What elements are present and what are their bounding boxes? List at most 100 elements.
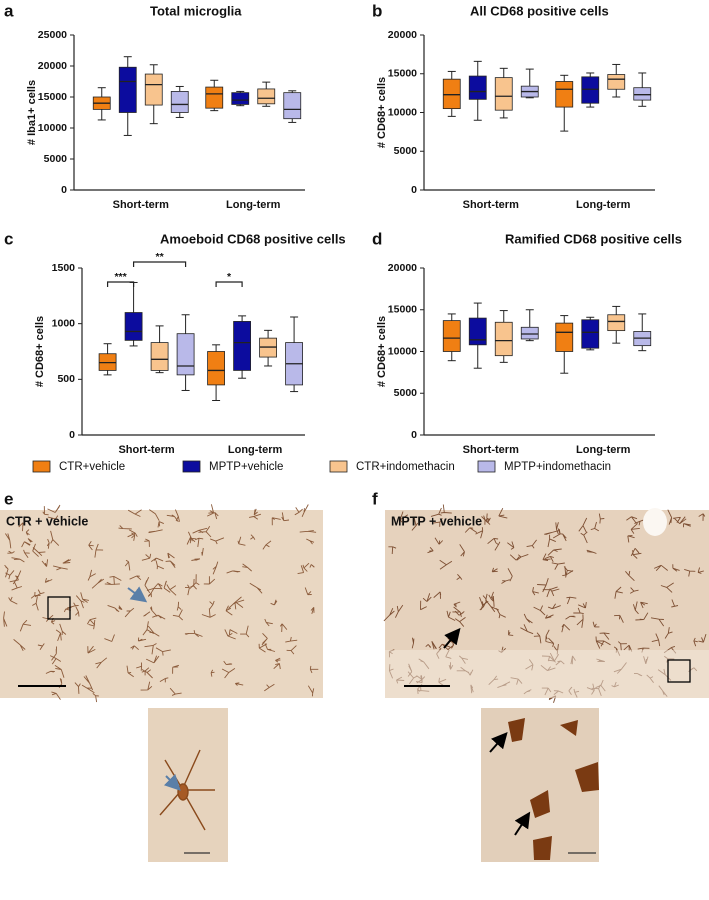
cell [635,612,649,621]
cell [279,623,288,633]
chart-title: Total microglia [150,3,242,18]
cell [258,643,268,653]
box [205,86,224,109]
significance-label: *** [114,271,127,283]
box [555,81,574,108]
cell [286,645,297,655]
cell [516,553,529,561]
box-group [92,79,224,121]
cell [411,517,419,531]
cell [660,582,674,593]
cell [47,504,61,513]
chart-title: All CD68 positive cells [470,3,609,18]
box [257,88,276,105]
cell [21,541,31,548]
cell [23,549,30,559]
cell [193,630,203,638]
cell [486,513,491,521]
cell [491,567,498,573]
cell [155,647,171,656]
cell [483,515,491,525]
cell [142,621,155,636]
y-tick-label: 10000 [388,106,417,118]
box [283,92,302,120]
legend-label: CTR+indomethacin [356,461,455,473]
panel-label: c [4,229,13,248]
cell [163,580,171,593]
cell [157,521,164,528]
cell [127,509,142,517]
cell [475,527,484,539]
y-axis-label: # CD68+ cells [376,316,388,387]
cell [13,639,26,652]
cell [297,565,305,575]
cell [81,684,95,694]
cell [52,565,68,571]
cell [627,535,635,543]
panel-label: e [4,489,13,508]
y-axis-label: # Iba1+ cells [26,80,38,145]
cell [592,621,600,628]
cell [5,570,15,580]
cell [434,537,444,545]
cell [650,617,665,627]
cell [537,578,549,593]
cell [596,640,611,647]
cell [195,537,204,547]
cell [88,619,96,630]
cell [88,541,94,551]
cell [186,536,193,545]
cell [5,533,12,549]
cell [165,560,176,568]
box-group [150,325,277,374]
cell [684,568,696,577]
cell [149,606,158,617]
cell [118,605,123,611]
box-group [520,68,652,107]
cell [498,507,508,519]
significance-bracket [106,281,135,287]
cell [683,523,691,528]
cell [55,629,62,642]
box-group [98,343,225,401]
micrograph-texture [383,504,709,703]
cell [109,575,122,585]
cell [232,599,245,608]
cell [201,608,216,618]
cell [654,564,668,572]
cell [137,637,147,642]
box [124,312,143,341]
chart: b All CD68 positive cells # CD68+ cells 0 50… [372,1,655,211]
box-group [468,60,600,121]
y-tick-label: 0 [411,184,417,196]
cell [479,597,489,610]
cell [19,619,32,632]
cell [561,623,571,633]
cell [651,633,661,647]
cell [547,603,561,610]
cell [674,516,687,525]
cell [149,509,160,521]
cell [630,523,640,534]
cell [693,637,698,647]
cell [184,633,195,635]
micrograph-title: MPTP + vehicle [391,514,482,528]
cell [422,593,432,602]
cell [51,646,57,661]
cell [388,546,397,555]
cell [544,555,555,563]
y-tick-label: 5000 [44,153,68,165]
inset-box [47,596,71,620]
cell [433,591,442,599]
cell [75,595,85,609]
box [150,342,169,371]
cell [225,605,233,616]
cell [140,681,153,691]
cell [399,511,409,523]
cell [41,559,49,567]
cell [599,632,610,640]
box [176,333,195,376]
cell [453,601,461,608]
cell [545,629,550,642]
cell [221,668,236,679]
